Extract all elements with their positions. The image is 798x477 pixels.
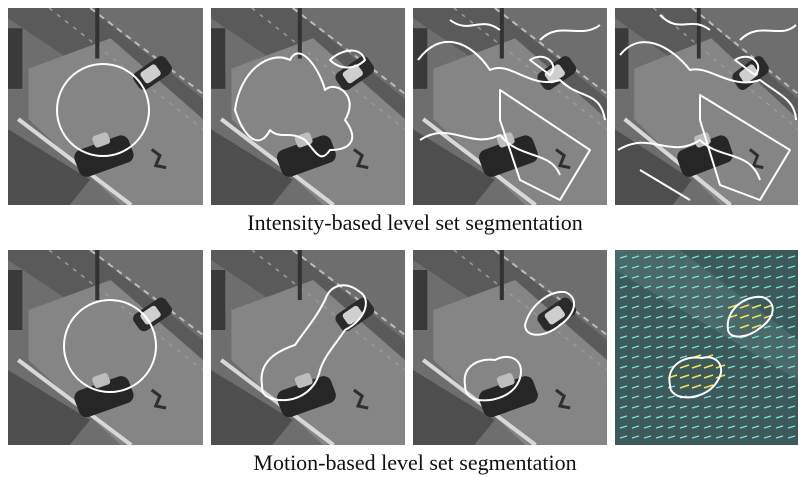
image <box>413 250 607 445</box>
image <box>8 8 203 205</box>
panel <box>615 250 798 445</box>
caption: Intensity-based level set segmentation <box>247 210 582 235</box>
panel <box>413 8 607 205</box>
panel <box>211 250 405 445</box>
panel <box>8 8 203 205</box>
figure: Intensity-based level set segmentation M… <box>0 0 798 477</box>
page-body: Intensity-based level set segmentation M… <box>0 0 798 477</box>
image <box>211 250 405 445</box>
image <box>615 8 798 205</box>
panel <box>211 8 405 205</box>
panel <box>413 250 607 445</box>
image <box>211 8 405 205</box>
image <box>8 250 203 445</box>
panel <box>615 8 798 205</box>
caption: Motion-based level set segmentation <box>253 450 576 475</box>
page: {"rows": [ {"caption": "Intensity-based … <box>0 0 798 477</box>
image <box>413 8 607 205</box>
panel <box>8 250 203 445</box>
